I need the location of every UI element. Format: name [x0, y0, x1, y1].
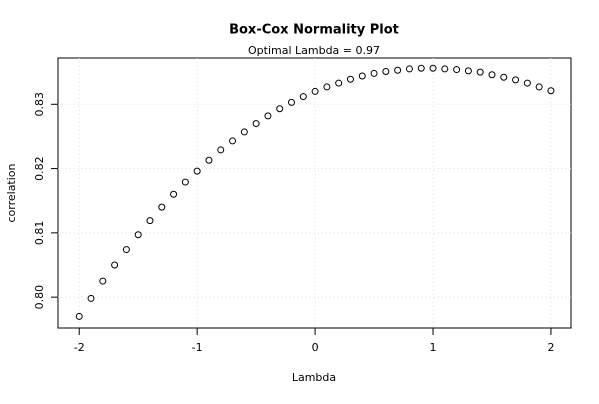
point [512, 76, 520, 84]
point [111, 261, 119, 269]
point [99, 277, 107, 285]
point [323, 83, 331, 91]
point [158, 203, 166, 211]
x-tick-label: -2 [74, 341, 85, 354]
point [217, 146, 225, 154]
point [382, 68, 390, 75]
point [500, 73, 508, 81]
y-tick-label: 0.82 [33, 156, 46, 181]
point [134, 231, 142, 239]
point [75, 312, 83, 320]
x-tick-label: 1 [430, 341, 437, 354]
point [358, 72, 366, 80]
point [523, 79, 531, 87]
point [276, 105, 284, 113]
x-tick-label: -1 [192, 341, 203, 354]
point [252, 120, 260, 128]
y-tick-label: 0.83 [33, 92, 46, 117]
point [193, 167, 201, 175]
chart-title: Box-Cox Normality Plot [229, 23, 399, 38]
point [535, 83, 543, 91]
point [346, 75, 354, 83]
y-tick-label: 0.80 [33, 285, 46, 310]
point [441, 65, 449, 73]
point [205, 156, 213, 164]
point [453, 66, 461, 74]
point [405, 65, 413, 73]
point [476, 68, 484, 76]
y-tick-label: 0.81 [33, 221, 46, 246]
x-tick-label: 2 [547, 341, 554, 354]
point [335, 79, 343, 87]
point [229, 137, 237, 145]
point [311, 87, 319, 95]
point [170, 190, 178, 198]
point [394, 66, 402, 74]
chart-subtitle: Optimal Lambda = 0.97 [248, 44, 380, 57]
point [181, 178, 189, 186]
point [87, 294, 95, 302]
y-axis-label: correlation [5, 163, 18, 222]
point [429, 64, 437, 72]
point [370, 69, 378, 77]
point [547, 87, 555, 95]
point [146, 217, 154, 225]
x-axis-label: Lambda [292, 371, 336, 384]
x-tick-label: 0 [312, 341, 319, 354]
plot-frame [57, 57, 572, 329]
point [488, 71, 496, 79]
point [288, 98, 296, 106]
point [299, 93, 307, 101]
point [417, 64, 425, 72]
point [264, 112, 272, 120]
point [122, 246, 130, 254]
point [240, 128, 248, 136]
point [464, 67, 472, 75]
